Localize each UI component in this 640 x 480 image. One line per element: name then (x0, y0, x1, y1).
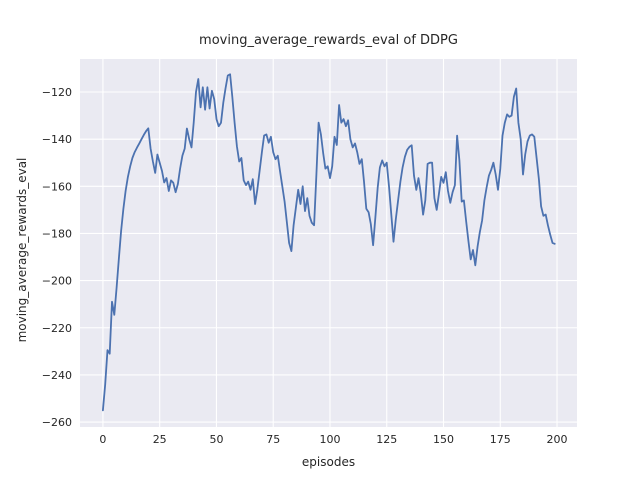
chart-title: moving_average_rewards_eval of DDPG (199, 33, 458, 48)
x-tick-label: 175 (490, 433, 511, 446)
series-lines (102, 73, 556, 412)
x-tick-label: 125 (376, 433, 397, 446)
x-tick-label: 25 (153, 433, 167, 446)
y-tick-label: −260 (42, 416, 72, 429)
x-tick-label: 75 (266, 433, 280, 446)
x-tick-label: 100 (319, 433, 340, 446)
series-line (102, 73, 556, 412)
x-tick-label: 150 (433, 433, 454, 446)
y-tick-label: −120 (42, 86, 72, 99)
x-tick-label: 200 (547, 433, 568, 446)
plot-area (80, 59, 577, 427)
y-tick-label: −200 (42, 275, 72, 288)
tick-labels: 0 25 50 75 100 125 150 175 200 −260 −240 −220 −200 −1… (42, 86, 568, 446)
y-tick-label: −140 (42, 133, 72, 146)
x-tick-label: 50 (209, 433, 223, 446)
x-axis-label: episodes (301, 455, 356, 469)
y-axis-label: moving_average_rewards_eval (15, 157, 29, 343)
y-tick-label: −160 (42, 180, 72, 193)
y-tick-label: −220 (42, 322, 72, 335)
y-tick-label: −180 (42, 227, 72, 240)
x-tick-label: 0 (99, 433, 106, 446)
y-tick-label: −240 (42, 369, 72, 382)
